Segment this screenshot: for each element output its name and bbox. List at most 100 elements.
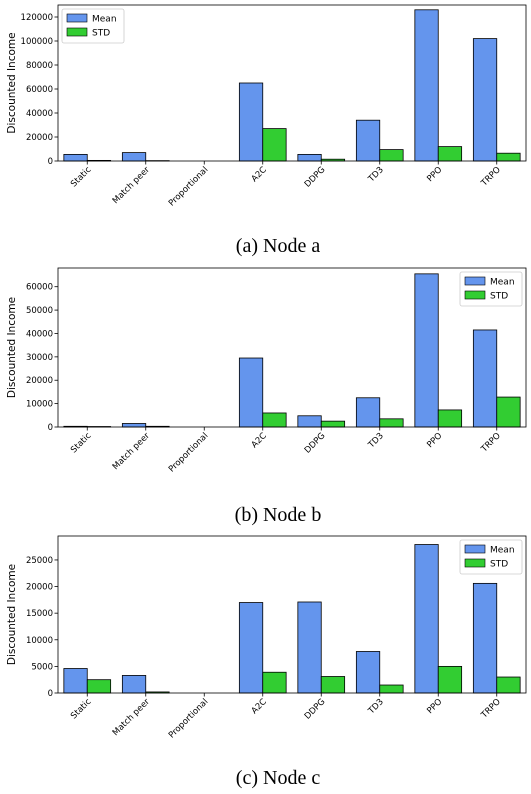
y-tick-label: 0 <box>48 689 53 699</box>
y-tick-label: 80000 <box>26 61 53 71</box>
bar-std-td3 <box>379 149 404 162</box>
bar-mean-ppo <box>414 9 439 162</box>
bar-std-a2c <box>262 412 287 428</box>
x-tick-label-trpo: TRPO <box>479 165 503 189</box>
bar-mean-ppo <box>414 544 439 694</box>
y-tick-label: 50000 <box>26 306 53 316</box>
bar-mean-static <box>63 153 88 162</box>
chart-node-a: 0 20000 40000 60000 80000 100000 120000 Static M… <box>6 4 527 257</box>
x-tick-label-trpo: TRPO <box>479 431 503 455</box>
bar-mean-trpo <box>472 38 498 162</box>
y-tick-label: 20000 <box>26 376 53 386</box>
y-tick-label: 0 <box>48 423 53 433</box>
legend-label-std: STD <box>490 560 508 570</box>
legend-label-mean: Mean <box>92 15 117 25</box>
y-tick-label: 30000 <box>26 353 53 363</box>
y-tick-label: 20000 <box>26 583 53 593</box>
legend-swatch-mean <box>464 544 486 554</box>
bar-mean-ddpg <box>297 415 322 428</box>
x-tick-label-static: Static <box>69 697 93 721</box>
y-tick-label: 20000 <box>26 133 53 143</box>
bar-mean-trpo <box>472 582 498 694</box>
y-tick-label: 40000 <box>26 109 53 119</box>
legend-swatch-std <box>66 27 88 37</box>
bar-mean-static <box>63 668 88 694</box>
x-tick-label-ppo: PPO <box>425 431 444 450</box>
bar-mean-a2c <box>238 357 264 428</box>
bar-std-ppo <box>437 409 463 428</box>
legend-swatch-mean <box>66 13 88 23</box>
x-tick-label-static: Static <box>69 165 93 189</box>
legend-swatch-mean <box>464 276 486 286</box>
bar-std-ppo <box>437 146 463 162</box>
plot-frame <box>57 4 527 162</box>
bar-std-td3 <box>379 418 404 428</box>
x-tick-label-static: Static <box>69 431 93 455</box>
bar-mean-match-peer <box>121 423 147 428</box>
chart-node-c: 0 5000 10000 15000 20000 25000 Static Match pee… <box>6 535 527 789</box>
x-tick-label-td3: TD3 <box>366 431 386 451</box>
y-tick-label: 120000 <box>21 13 53 23</box>
chart-caption: (c) Node c <box>236 767 321 789</box>
x-tick-label-proportional: Proportional <box>167 431 210 474</box>
x-tick-label-trpo: TRPO <box>479 697 503 721</box>
x-tick-label-proportional: Proportional <box>167 165 210 208</box>
x-tick-label-td3: TD3 <box>366 697 386 717</box>
x-tick-label-match-peer: Match peer <box>111 431 152 472</box>
bar-std-ppo <box>437 665 463 694</box>
y-axis-label: Discounted Income <box>6 32 18 133</box>
y-axis-label: Discounted Income <box>6 297 18 398</box>
x-tick-label-a2c: A2C <box>250 431 269 450</box>
bar-std-trpo <box>496 152 521 162</box>
bar-mean-match-peer <box>121 675 147 694</box>
bar-mean-match-peer <box>121 152 147 162</box>
plot-frame <box>57 267 527 428</box>
x-tick-label-ddpg: DDPG <box>303 165 328 190</box>
bar-mean-a2c <box>238 602 264 694</box>
bar-std-ddpg <box>320 420 346 428</box>
y-tick-label: 40000 <box>26 329 53 339</box>
bar-std-a2c <box>262 128 287 162</box>
x-tick-label-a2c: A2C <box>250 697 269 716</box>
bar-std-ddpg <box>320 676 346 694</box>
legend-label-std: STD <box>92 29 110 39</box>
x-tick-label-a2c: A2C <box>250 165 269 184</box>
legend-label-std: STD <box>490 292 508 302</box>
bar-std-static <box>86 679 112 694</box>
x-tick-label-ppo: PPO <box>425 697 444 716</box>
bar-mean-td3 <box>355 651 381 694</box>
x-tick-label-match-peer: Match peer <box>111 697 152 738</box>
chart-node-b: 0 10000 20000 30000 40000 50000 60000 Static Mat… <box>6 267 527 526</box>
legend-swatch-std <box>464 290 486 300</box>
bar-std-trpo <box>496 396 521 428</box>
bar-mean-ppo <box>414 273 439 428</box>
y-tick-label: 25000 <box>26 556 53 566</box>
y-tick-label: 100000 <box>21 37 53 47</box>
x-tick-label-ppo: PPO <box>425 165 444 184</box>
bar-std-trpo <box>496 676 521 694</box>
legend-swatch-std <box>464 558 486 568</box>
legend: Mean STD <box>61 8 125 44</box>
legend-label-mean: Mean <box>490 546 515 556</box>
bar-std-td3 <box>379 684 404 694</box>
plot-frame <box>57 535 527 694</box>
y-axis-label: Discounted Income <box>6 564 18 665</box>
y-tick-label: 60000 <box>26 283 53 293</box>
x-tick-label-match-peer: Match peer <box>111 165 152 206</box>
y-tick-label: 0 <box>48 157 53 167</box>
bar-mean-td3 <box>355 119 381 162</box>
x-tick-label-proportional: Proportional <box>167 697 210 740</box>
x-tick-label-td3: TD3 <box>366 165 386 185</box>
legend: Mean STD <box>459 271 523 307</box>
bar-mean-td3 <box>355 397 381 428</box>
bar-std-a2c <box>262 671 287 694</box>
x-tick-label-ddpg: DDPG <box>303 431 328 456</box>
bar-mean-ddpg <box>297 153 322 162</box>
bar-mean-ddpg <box>297 601 322 694</box>
y-tick-label: 10000 <box>26 400 53 410</box>
y-tick-label: 60000 <box>26 85 53 95</box>
y-tick-label: 5000 <box>31 662 53 672</box>
bar-mean-trpo <box>472 329 498 428</box>
y-tick-label: 10000 <box>26 636 53 646</box>
